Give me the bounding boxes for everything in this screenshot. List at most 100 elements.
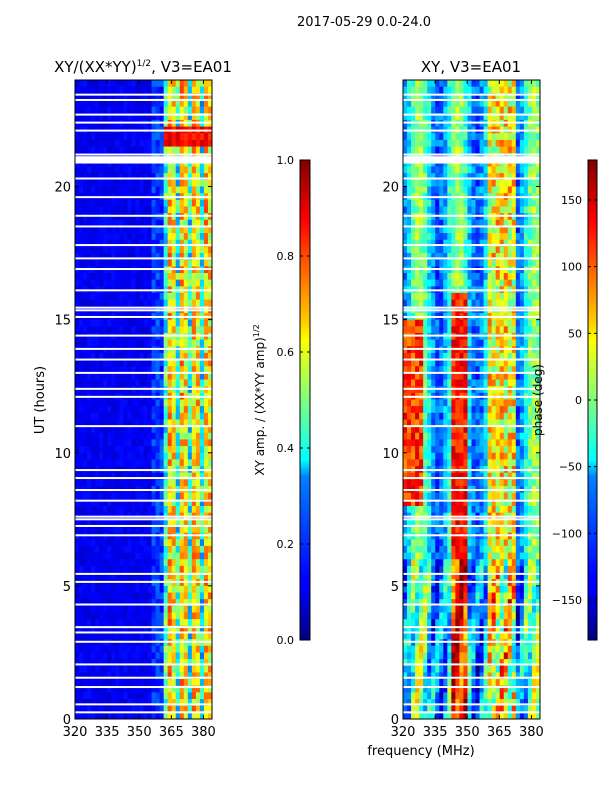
phase-heatmap-cell [479, 299, 484, 307]
amplitude-heatmap-cell [131, 293, 136, 301]
amplitude-heatmap-cell [115, 146, 120, 154]
phase-heatmap-cell [527, 99, 533, 108]
amplitude-heatmap-cell [151, 432, 156, 440]
amplitude-heatmap-cell [179, 293, 185, 301]
amplitude-heatmap-cell [83, 459, 88, 467]
phase-heatmap-cell [459, 273, 464, 281]
amplitude-data-gap [75, 289, 212, 292]
amplitude-heatmap-cell [103, 293, 108, 301]
amplitude-heatmap-cell [151, 339, 156, 347]
amplitude-heatmap-cell [127, 412, 132, 420]
phase-heatmap-cell [467, 139, 472, 147]
amplitude-heatmap-cell [155, 99, 161, 108]
amplitude-heatmap-cell [139, 685, 144, 693]
amplitude-heatmap-cell [187, 93, 193, 101]
amplitude-heatmap-cell [151, 173, 156, 181]
phase-heatmap-cell [507, 259, 513, 267]
amplitude-heatmap-cell [207, 186, 212, 194]
phase-heatmap-cell [487, 133, 493, 141]
amplitude-heatmap-cell [87, 472, 92, 480]
phase-heatmap-cell [487, 293, 493, 301]
amplitude-heatmap-cell [103, 113, 108, 121]
amplitude-heatmap-cell [123, 359, 128, 367]
amplitude-heatmap-cell [139, 645, 144, 653]
amplitude-heatmap-cell [203, 492, 209, 500]
amplitude-heatmap-cell [87, 712, 92, 719]
amplitude-heatmap-cell [95, 565, 100, 573]
amplitude-heatmap-cell [111, 412, 116, 420]
amplitude-heatmap-cell [207, 406, 212, 414]
phase-heatmap-cell [407, 279, 412, 287]
amplitude-heatmap-cell [111, 459, 116, 467]
amplitude-heatmap-cell [207, 692, 212, 700]
phase-heatmap-cell [411, 146, 416, 154]
amplitude-heatmap-cell [111, 419, 116, 427]
amplitude-heatmap-cell [99, 439, 104, 447]
phase-heatmap-cell [463, 139, 468, 147]
amplitude-heatmap-cell [107, 705, 112, 713]
phase-heatmap-cell [527, 299, 533, 307]
amplitude-heatmap-cell [103, 239, 108, 247]
amplitude-data-gap [75, 244, 212, 247]
amplitude-heatmap-cell [83, 712, 88, 719]
phase-heatmap-cell [479, 326, 484, 334]
phase-heatmap-cell [431, 352, 436, 360]
amplitude-heatmap-cell [195, 399, 201, 407]
phase-heatmap-cell [507, 93, 513, 101]
phase-heatmap-cell [523, 186, 529, 194]
amplitude-heatmap-cell [195, 519, 201, 527]
phase-heatmap-cell [527, 366, 533, 374]
amplitude-heatmap-cell [111, 352, 116, 360]
amplitude-heatmap-cell [91, 446, 96, 454]
phase-heatmap-cell [503, 113, 509, 121]
amplitude-heatmap-cell [167, 545, 173, 553]
amplitude-heatmap-cell [167, 499, 173, 507]
amplitude-heatmap-cell [87, 419, 92, 427]
amplitude-panel: XY/(XX*YY)1/2, V3=EA01 320 335 350 365 380 0… [33, 58, 232, 740]
phase-heatmap-cell [455, 379, 460, 387]
amplitude-heatmap-cell [131, 525, 136, 534]
phase-heatmap-cell [423, 133, 428, 141]
amplitude-heatmap-cell [159, 326, 165, 334]
amplitude-heatmap-cell [199, 572, 205, 580]
amplitude-heatmap-cell [187, 379, 193, 387]
amplitude-heatmap-cell [187, 585, 193, 593]
phase-heatmap-cell [439, 339, 444, 347]
amplitude-heatmap-cell [99, 432, 104, 440]
amplitude-heatmap-cell [123, 552, 128, 560]
phase-heatmap-cell [511, 259, 517, 267]
amplitude-heatmap-cell [163, 572, 169, 580]
phase-heatmap-cell [511, 173, 517, 181]
amplitude-heatmap-cell [87, 113, 92, 121]
amplitude-heatmap-cell [191, 86, 197, 94]
phase-heatmap-cell [475, 352, 480, 360]
amplitude-colorbar-ticks: 0.00.20.40.60.81.0 [277, 154, 310, 647]
amplitude-heatmap-cell [203, 146, 209, 154]
phase-heatmap-cell [531, 253, 537, 261]
amplitude-heatmap-cell [83, 406, 88, 414]
amplitude-heatmap-cell [199, 599, 205, 607]
amplitude-heatmap-cell [123, 446, 128, 454]
amplitude-heatmap-cell [83, 432, 88, 440]
phase-heatmap-cell [463, 166, 468, 174]
amplitude-heatmap-cell [91, 299, 96, 307]
amplitude-heatmap-cell [139, 339, 144, 347]
amplitude-heatmap-cell [191, 246, 197, 254]
phase-heatmap-cell [535, 366, 540, 374]
phase-heatmap-cell [407, 86, 412, 94]
amplitude-heatmap-cell [95, 665, 100, 673]
amplitude-heatmap-cell [179, 572, 185, 580]
phase-heatmap-cell [415, 379, 420, 387]
phase-heatmap-cell [483, 326, 489, 334]
phase-heatmap-cell [431, 179, 436, 187]
amplitude-heatmap-cell [75, 559, 80, 567]
amplitude-heatmap-cell [163, 86, 169, 94]
phase-heatmap-cell [403, 173, 408, 181]
phase-heatmap-cell [499, 86, 505, 94]
amplitude-heatmap-cell [119, 233, 124, 241]
amplitude-heatmap-cell [155, 619, 161, 627]
phase-heatmap-cell [495, 299, 501, 307]
phase-heatmap-cell [483, 146, 489, 154]
amplitude-heatmap-cell [95, 605, 100, 613]
amplitude-heatmap-cell [99, 479, 104, 487]
